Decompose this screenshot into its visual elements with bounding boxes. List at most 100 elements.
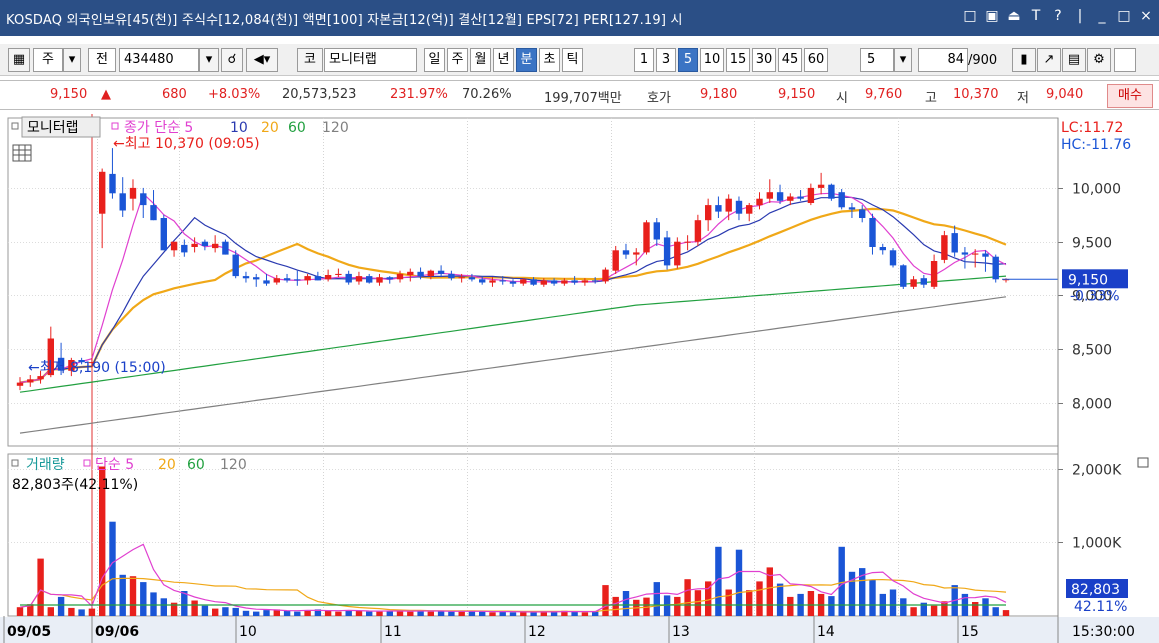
interval-button[interactable]: 3 <box>656 48 676 72</box>
trend-tool-icon[interactable]: ↗ <box>1037 48 1061 72</box>
save-icon[interactable]: ▤ <box>1062 48 1086 72</box>
low-label: 저 <box>1017 91 1029 106</box>
current-volume-value: 82,803 <box>1071 582 1120 598</box>
window-tool-icon[interactable]: T <box>1031 8 1041 24</box>
period-button[interactable]: 년 <box>493 48 514 72</box>
interval-button[interactable]: 60 <box>804 48 828 72</box>
window-tool-icon[interactable]: ▣ <box>985 8 999 24</box>
candle-body <box>499 280 506 282</box>
all-button[interactable]: 전 <box>88 48 116 72</box>
period-button[interactable]: 틱 <box>562 48 583 72</box>
period-button[interactable]: 월 <box>470 48 491 72</box>
candle-body <box>817 184 825 188</box>
candle-body <box>592 280 599 282</box>
candle-body <box>766 192 773 199</box>
window-tool-icon[interactable]: □ <box>963 8 977 24</box>
interval-button[interactable]: 1 <box>634 48 654 72</box>
volume-bar <box>807 591 815 616</box>
window-tool-icon[interactable]: _ <box>1098 8 1106 24</box>
volume-bar <box>170 602 178 616</box>
count-input[interactable]: 84 <box>918 48 968 72</box>
indicator-icon[interactable]: ▮ <box>1012 48 1036 72</box>
legend-square-icon <box>11 122 19 130</box>
chart-svg[interactable]: 10,000 9,500 9,000 8,500 8,000 모니터랩 종가 단순 5 10 2… <box>0 114 1159 643</box>
candle-body <box>16 382 24 386</box>
candle-body <box>889 250 897 266</box>
quote-turnover: 70.26% <box>462 87 512 102</box>
search-icon[interactable]: ☌ <box>221 48 243 72</box>
interval-input[interactable]: 5 <box>860 48 894 72</box>
interval-button[interactable]: 5 <box>678 48 698 72</box>
period-button[interactable]: 주 <box>447 48 468 72</box>
window-tool-icon[interactable]: □ <box>1117 8 1131 24</box>
volume-bar <box>314 609 322 616</box>
volume-bar <box>407 611 414 616</box>
period-button[interactable]: 분 <box>516 48 537 72</box>
volume-bar <box>889 589 897 616</box>
candle-body <box>869 218 876 247</box>
market-dropdown-icon[interactable]: ▾ <box>63 48 81 72</box>
candle-body <box>119 193 126 211</box>
volume-bar <box>109 521 116 616</box>
candle-body <box>427 270 434 277</box>
volume-bar <box>930 605 938 616</box>
screen-menu-icon[interactable]: ▦ <box>8 48 30 72</box>
chart-area[interactable]: 10,000 9,500 9,000 8,500 8,000 모니터랩 종가 단순 5 10 2… <box>0 114 1159 643</box>
volume-bar <box>16 607 24 616</box>
candle-body <box>992 256 999 280</box>
volume-bar <box>345 610 352 616</box>
window-tool-icon[interactable]: ⏏ <box>1007 8 1021 24</box>
period-button[interactable]: 초 <box>539 48 560 72</box>
volume-bar <box>160 598 167 616</box>
candle-body <box>366 276 373 283</box>
stock-name-field[interactable]: 모니터랩 <box>324 48 417 72</box>
market-select[interactable]: 주 <box>33 48 63 72</box>
settings-icon[interactable]: ⚙ <box>1087 48 1111 72</box>
chart-background <box>0 114 1159 643</box>
period-button[interactable]: 일 <box>424 48 445 72</box>
price-tick-label: 9,000 <box>1072 289 1112 305</box>
interval-button[interactable]: 15 <box>726 48 750 72</box>
option-checkbox[interactable] <box>1114 48 1136 72</box>
volume-bar <box>181 591 188 616</box>
code-dropdown-icon[interactable]: ▾ <box>199 48 219 72</box>
buy-button[interactable]: 매수 <box>1107 84 1153 108</box>
quote-volume: 20,573,523 <box>282 87 357 102</box>
x-axis-label: 15 <box>961 624 979 640</box>
code-input[interactable]: 434480 <box>119 48 199 72</box>
sound-icon[interactable]: ◀▾ <box>246 48 278 72</box>
volume-bar <box>324 610 332 616</box>
volume-bar <box>920 602 927 616</box>
volume-bar <box>910 607 917 616</box>
candle-body <box>828 184 835 199</box>
candle-body <box>88 362 96 364</box>
candle-body <box>335 273 342 275</box>
window-tool-icon[interactable]: | <box>1077 8 1083 24</box>
candle-body <box>859 209 866 218</box>
interval-dropdown-icon[interactable]: ▾ <box>894 48 912 72</box>
interval-button[interactable]: 45 <box>778 48 802 72</box>
volume-bar <box>376 611 383 616</box>
volume-bar <box>561 610 568 616</box>
interval-button[interactable]: 10 <box>700 48 724 72</box>
volume-bar <box>27 604 34 616</box>
x-axis-band <box>0 617 1159 643</box>
volume-bar <box>653 582 660 616</box>
volume-bar <box>386 610 393 616</box>
candle-body <box>324 275 332 280</box>
x-axis-label: 09/05 <box>7 624 51 640</box>
volume-ma5-line <box>19 543 1007 613</box>
window-tool-icon[interactable]: ? <box>1054 8 1062 24</box>
candle-body <box>396 273 404 280</box>
price-tick-label: 9,500 <box>1072 236 1112 252</box>
volume-bar <box>766 567 773 616</box>
volume-bar <box>201 605 209 616</box>
volume-bar <box>1002 610 1010 616</box>
window-tool-icon[interactable]: × <box>1140 8 1152 24</box>
volume-legend-period: 20 <box>158 457 176 473</box>
candle-body <box>961 252 969 255</box>
candle-body <box>663 237 671 266</box>
title-bar: KOSDAQ 외국인보유[45(천)] 주식수[12,084(천)] 액면[10… <box>0 0 1159 36</box>
candle-body <box>253 277 260 280</box>
interval-button[interactable]: 30 <box>752 48 776 72</box>
